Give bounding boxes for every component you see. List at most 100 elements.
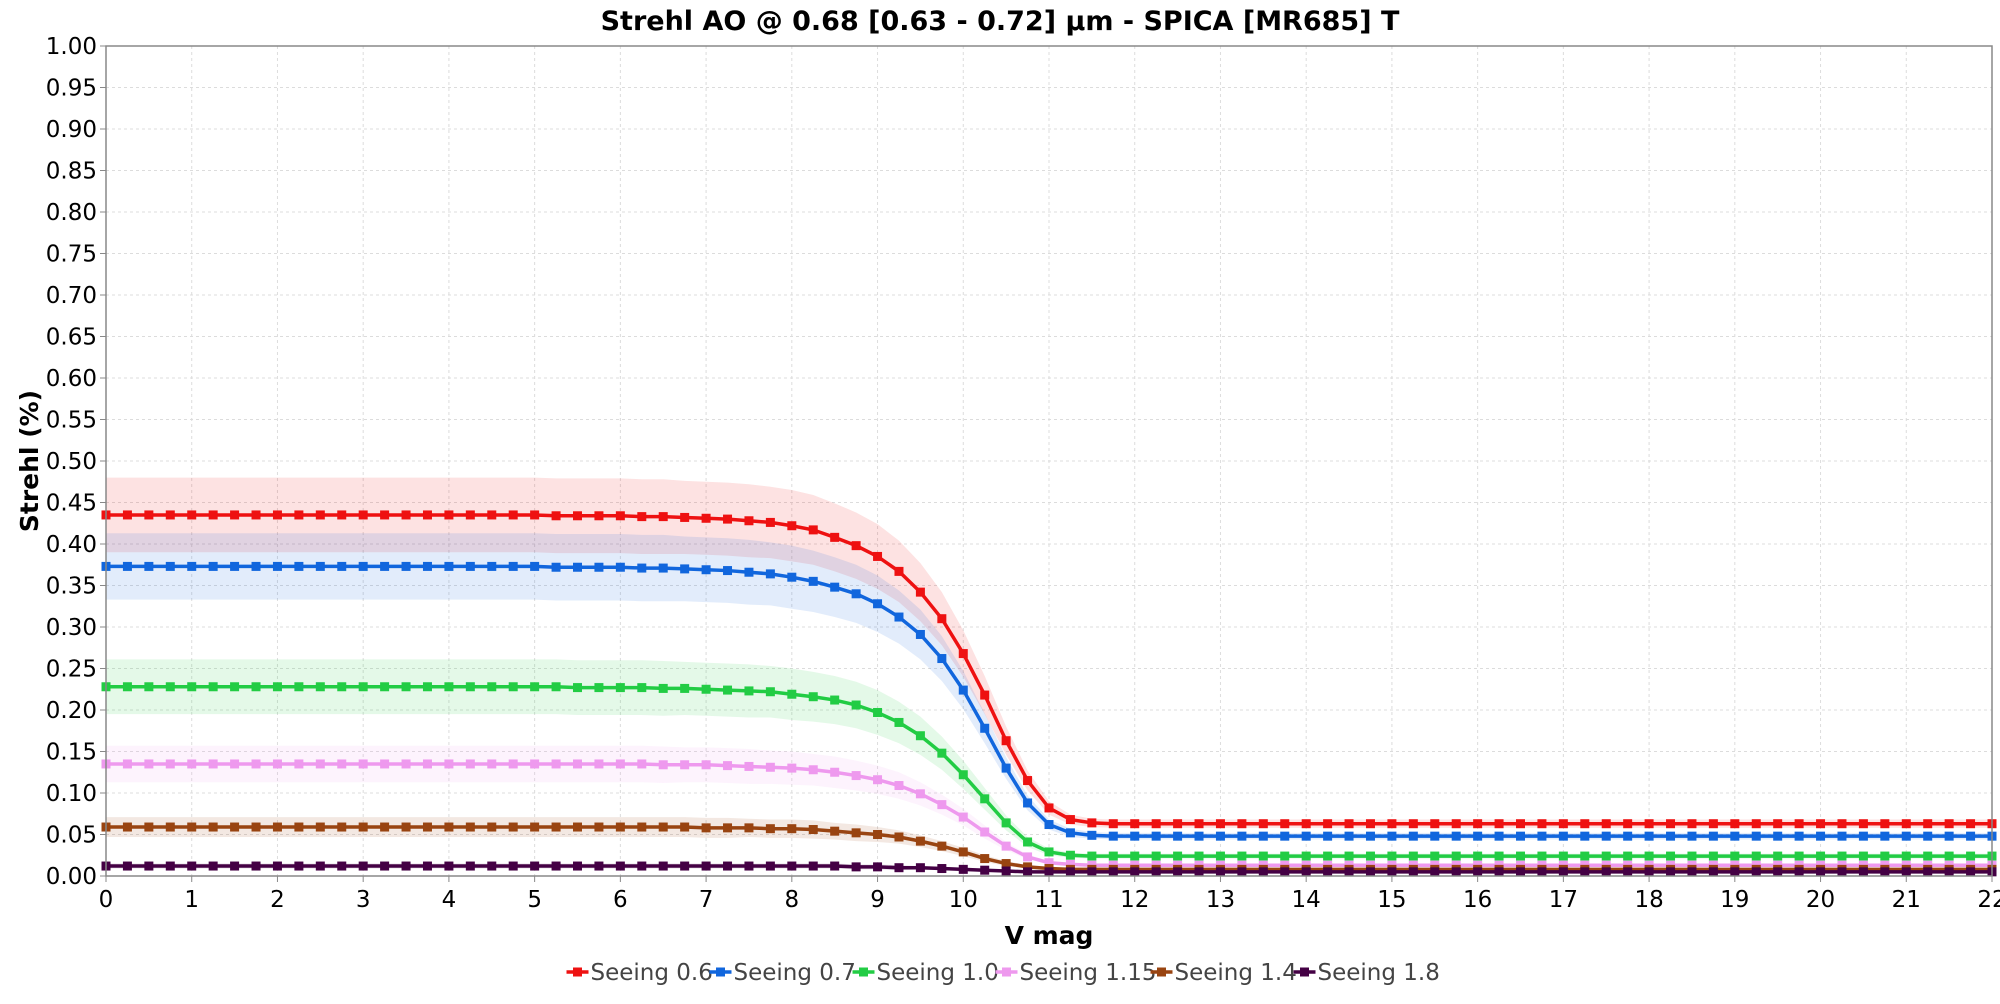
point-seeing-1-0 [251, 682, 261, 692]
point-seeing-1-0 [594, 683, 604, 693]
point-seeing-1-0 [658, 683, 668, 693]
point-seeing-1-15 [980, 827, 990, 837]
y-tick-label: 0.85 [46, 159, 97, 185]
point-seeing-0-6 [401, 510, 411, 520]
point-seeing-1-8 [1837, 867, 1847, 877]
point-seeing-0-6 [1301, 819, 1311, 829]
point-seeing-0-7 [1730, 831, 1740, 841]
x-tick-label: 6 [613, 887, 628, 913]
point-seeing-0-7 [701, 565, 711, 575]
point-seeing-1-0 [1537, 851, 1547, 861]
legend-swatch-marker [1002, 967, 1011, 977]
point-seeing-0-6 [1194, 819, 1204, 829]
point-seeing-1-4 [508, 822, 518, 832]
point-seeing-0-7 [1773, 831, 1783, 841]
point-seeing-0-6 [208, 510, 218, 520]
y-tick-label: 0.40 [46, 532, 97, 558]
point-seeing-1-8 [1708, 867, 1718, 877]
y-tick-label: 0.20 [46, 698, 97, 724]
point-seeing-0-7 [1430, 831, 1440, 841]
legend: Seeing 0.6 Seeing 0.7 Seeing 1.0 Seeing 1.1… [566, 960, 1440, 986]
point-seeing-1-8 [1237, 867, 1247, 877]
point-seeing-1-0 [1344, 851, 1354, 861]
point-seeing-1-15 [165, 759, 175, 769]
point-seeing-1-8 [337, 861, 347, 871]
point-seeing-0-7 [1837, 831, 1847, 841]
point-seeing-1-0 [1644, 851, 1654, 861]
point-seeing-0-6 [1923, 819, 1933, 829]
point-seeing-1-8 [1387, 867, 1397, 877]
point-seeing-0-6 [1494, 819, 1504, 829]
point-seeing-1-4 [122, 822, 132, 832]
point-seeing-0-6 [1430, 819, 1440, 829]
point-seeing-1-8 [1108, 867, 1118, 877]
point-seeing-0-6 [1944, 819, 1954, 829]
point-seeing-1-15 [573, 759, 582, 769]
point-seeing-1-4 [894, 832, 904, 842]
point-seeing-1-8 [958, 864, 968, 874]
point-seeing-0-7 [1494, 831, 1504, 841]
point-seeing-1-8 [1601, 867, 1611, 877]
point-seeing-1-0 [1087, 851, 1097, 861]
point-seeing-0-6 [1173, 819, 1183, 829]
point-seeing-0-7 [1666, 831, 1676, 841]
x-tick-label: 7 [699, 887, 714, 913]
point-seeing-0-7 [1708, 831, 1718, 841]
point-seeing-1-15 [1044, 858, 1054, 868]
point-seeing-1-8 [1923, 867, 1933, 877]
point-seeing-1-4 [551, 822, 561, 832]
point-seeing-0-7 [637, 563, 647, 573]
point-seeing-1-8 [1816, 867, 1826, 877]
point-seeing-1-4 [208, 822, 218, 832]
point-seeing-1-8 [1408, 867, 1418, 877]
point-seeing-0-6 [444, 510, 454, 520]
point-seeing-1-8 [615, 861, 625, 871]
point-seeing-0-6 [230, 510, 240, 520]
point-seeing-1-8 [1751, 867, 1761, 877]
point-seeing-1-4 [615, 822, 625, 832]
y-tick-label: 0.15 [46, 740, 97, 766]
point-seeing-1-0 [851, 700, 861, 710]
point-seeing-1-0 [272, 682, 282, 692]
point-seeing-1-8 [1194, 867, 1204, 877]
x-tick-label: 19 [1720, 887, 1749, 913]
point-seeing-0-7 [1108, 831, 1118, 841]
point-seeing-0-7 [401, 561, 411, 571]
confidence-bands [106, 477, 1992, 873]
point-seeing-0-7 [1751, 831, 1761, 841]
point-seeing-1-0 [551, 682, 561, 692]
point-seeing-1-8 [980, 865, 990, 875]
point-seeing-0-6 [1258, 819, 1268, 829]
point-seeing-1-0 [1301, 851, 1311, 861]
point-seeing-0-6 [1344, 819, 1354, 829]
point-seeing-0-6 [1644, 819, 1654, 829]
y-tick-label: 0.80 [46, 200, 97, 226]
point-seeing-1-8 [873, 862, 883, 872]
point-seeing-1-0 [1151, 851, 1161, 861]
point-seeing-1-15 [873, 775, 883, 785]
point-seeing-1-0 [873, 707, 883, 717]
point-seeing-1-4 [765, 824, 775, 834]
point-seeing-1-0 [315, 682, 325, 692]
point-seeing-0-6 [594, 511, 604, 521]
point-seeing-0-6 [1065, 815, 1075, 825]
point-seeing-1-0 [1580, 851, 1590, 861]
point-seeing-0-7 [937, 654, 947, 664]
point-seeing-1-8 [1215, 867, 1225, 877]
point-seeing-0-7 [980, 723, 990, 733]
point-seeing-1-4 [444, 822, 454, 832]
point-seeing-0-7 [251, 561, 261, 571]
point-seeing-1-4 [723, 823, 733, 833]
point-seeing-1-0 [744, 686, 754, 696]
point-seeing-1-8 [1580, 867, 1590, 877]
point-seeing-1-15 [637, 759, 647, 769]
point-seeing-0-6 [1451, 819, 1461, 829]
point-seeing-1-15 [680, 760, 690, 770]
point-seeing-1-0 [401, 682, 411, 692]
y-axis-label: Strehl (%) [15, 390, 44, 532]
point-seeing-0-6 [723, 514, 733, 524]
x-tick-label: 13 [1206, 887, 1235, 913]
point-seeing-1-0 [1473, 851, 1483, 861]
point-seeing-1-8 [187, 861, 197, 871]
